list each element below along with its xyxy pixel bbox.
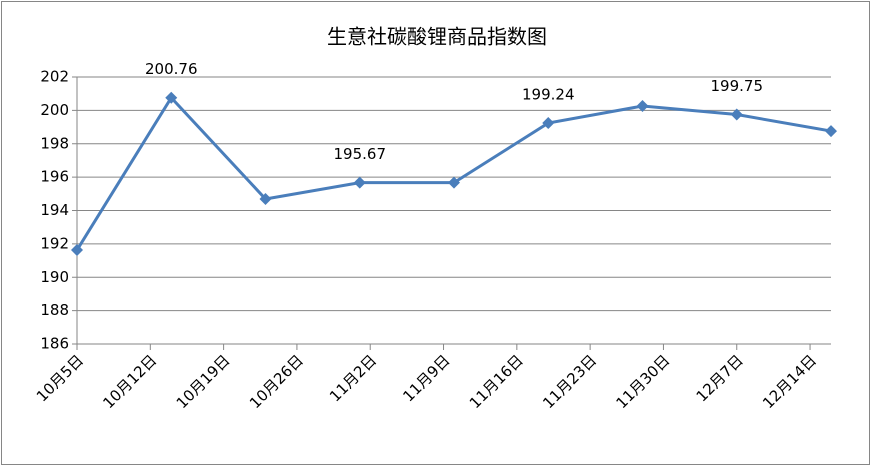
y-tick-label: 190 [40,268,69,286]
marker [71,244,83,257]
y-tick-label: 186 [40,335,69,353]
y-tick-label: 198 [40,134,69,152]
chart-title: 生意社碳酸锂商品指数图 [327,25,547,49]
y-tick-label: 200 [40,101,69,119]
y-tick-label: 192 [40,234,69,252]
marker [636,100,649,113]
y-tick-label: 196 [40,168,69,186]
marker [542,117,555,130]
y-tick-label: 194 [40,201,69,219]
data-label: 199.24 [522,86,575,104]
data-label: 199.75 [711,77,764,95]
data-label: 195.67 [334,145,387,163]
marker [165,91,178,104]
marker [730,108,743,121]
marker [259,192,272,205]
marker [353,176,366,189]
data-label: 200.76 [145,60,198,78]
y-tick-label: 202 [40,68,69,86]
marker [825,125,837,138]
y-tick-label: 188 [40,301,69,319]
marker [448,176,460,189]
